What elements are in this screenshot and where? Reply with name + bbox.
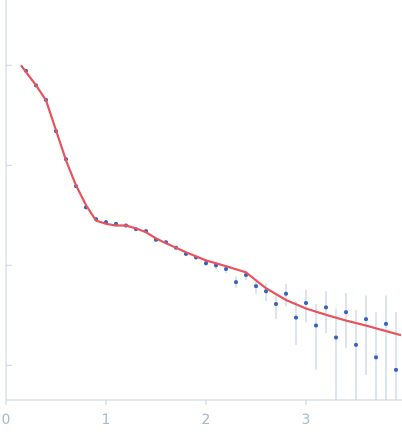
data-point bbox=[324, 305, 328, 310]
data-point bbox=[304, 300, 308, 305]
data-point bbox=[384, 321, 388, 326]
data-point bbox=[274, 302, 278, 307]
data-point bbox=[264, 289, 268, 294]
data-point bbox=[294, 315, 298, 320]
data-point bbox=[364, 317, 368, 322]
data-point bbox=[374, 355, 378, 360]
fit-line bbox=[20, 64, 402, 337]
data-point bbox=[354, 342, 358, 347]
data-point bbox=[284, 291, 288, 296]
data-point bbox=[254, 284, 258, 289]
data-point bbox=[394, 367, 398, 372]
data-point bbox=[234, 280, 238, 285]
data-point bbox=[344, 310, 348, 315]
x-tick-label: 1 bbox=[102, 412, 111, 428]
data-point bbox=[314, 323, 318, 328]
x-tick-label: 2 bbox=[202, 412, 211, 428]
x-tick-label: 3 bbox=[302, 412, 311, 428]
data-point bbox=[334, 335, 338, 340]
x-tick-label: 0 bbox=[2, 412, 11, 428]
data-point bbox=[224, 266, 228, 271]
data-point bbox=[204, 261, 208, 266]
